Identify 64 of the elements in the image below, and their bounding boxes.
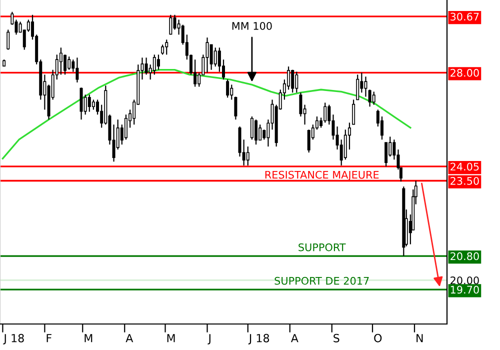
candlestick — [364, 76, 368, 98]
candlestick — [324, 102, 327, 124]
y-tick-label: 28.00 — [450, 68, 479, 77]
candlestick — [295, 71, 298, 94]
y-tick-label: 20.00 — [450, 276, 479, 284]
candlestick — [80, 87, 83, 120]
candlestick — [76, 57, 79, 83]
candlestick — [368, 89, 372, 108]
y-tick-label: 24.05 — [450, 162, 479, 171]
candlestick — [6, 29, 10, 50]
x-tick-label: O — [374, 334, 382, 342]
x-tick-label: M — [167, 334, 175, 342]
ref-line-label: RESISTANCE MAJEURE — [265, 170, 379, 181]
candlestick — [214, 47, 217, 68]
candlestick — [88, 94, 91, 112]
x-tick-label: S — [334, 334, 340, 342]
candlestick — [210, 44, 213, 70]
candlestick — [250, 116, 254, 140]
candlestick — [291, 69, 294, 94]
candlestick — [64, 54, 67, 76]
candlestick — [144, 57, 148, 76]
candlestick — [246, 146, 250, 166]
x-tick-label: M — [84, 334, 92, 342]
candlestick — [372, 91, 376, 106]
candlestick — [344, 129, 347, 160]
candlestick — [59, 47, 62, 76]
annotation: MM 100 — [232, 22, 272, 30]
candlestick — [165, 39, 168, 56]
candlestick — [258, 124, 262, 141]
candlestick — [234, 96, 238, 120]
candlestick — [194, 59, 197, 88]
candlestick — [230, 84, 234, 100]
candlestick — [152, 54, 156, 76]
candlestick — [206, 36, 209, 74]
x-tick-label: N — [416, 334, 423, 342]
ref-line-label: SUPPORT — [298, 243, 346, 252]
candlestick — [254, 119, 258, 146]
x-tick-label: A — [126, 334, 134, 342]
x-tick-label: J — [208, 334, 210, 344]
candlestick — [169, 14, 172, 36]
candlestick — [161, 44, 164, 56]
ref-line-label: SUPPORT DE 2017 — [274, 276, 369, 285]
candlestick — [226, 78, 230, 98]
candlestick — [124, 114, 128, 140]
candlestick — [156, 54, 160, 70]
x-tick-label: F — [46, 334, 52, 342]
candlestick — [307, 129, 310, 154]
y-tick-label: 30.67 — [450, 12, 479, 21]
y-tick-label: 23.50 — [450, 176, 479, 185]
y-tick-label: 20.80 — [450, 252, 479, 260]
candlestick — [299, 92, 302, 118]
y-tick-label: 19.70 — [450, 286, 479, 294]
x-tick-label: J 18 — [248, 334, 270, 344]
candlestick — [173, 14, 176, 30]
candlestick — [68, 56, 71, 70]
x-tick-label: A — [290, 334, 298, 342]
candlestick — [287, 66, 290, 90]
line-series — [2, 68, 412, 160]
candlestick — [92, 99, 95, 110]
x-tick-label: J 18 — [3, 334, 24, 344]
candlestick — [384, 142, 388, 168]
candlestick — [340, 139, 343, 166]
candlestick — [352, 99, 356, 126]
candlestick — [356, 74, 360, 100]
